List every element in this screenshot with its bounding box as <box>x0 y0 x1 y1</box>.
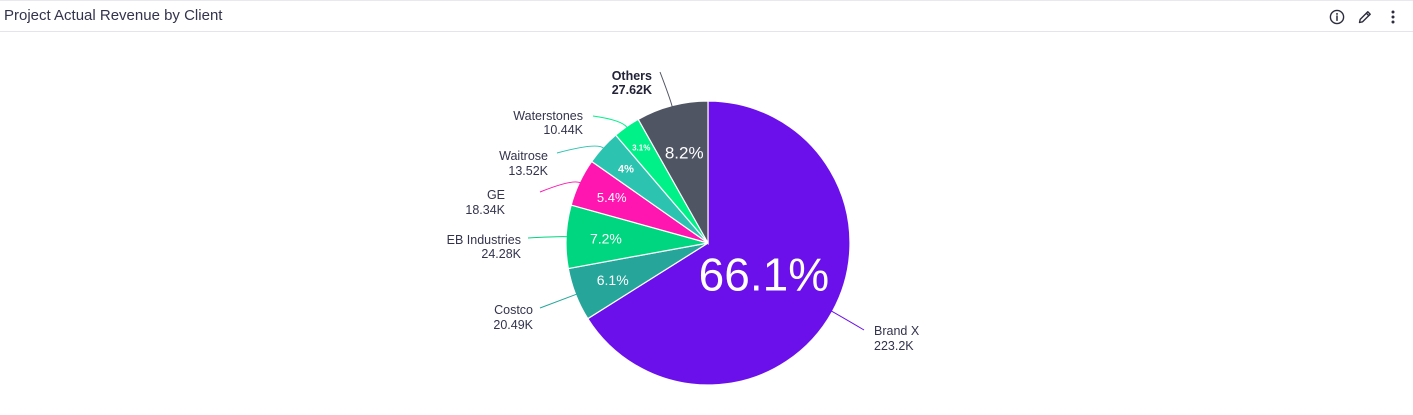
slice-value-others: 27.62K <box>612 83 652 97</box>
leader-line-others <box>659 71 673 107</box>
leader-line-costco <box>539 293 577 309</box>
leader-line-ge <box>539 181 581 193</box>
slice-name-ge: GE <box>487 188 505 202</box>
card-header: Project Actual Revenue by Client <box>0 0 1413 32</box>
leader-line-waitrose <box>556 145 604 154</box>
slice-name-waitrose: Waitrose <box>499 149 548 163</box>
slice-value-waterstones: 10.44K <box>543 123 583 137</box>
slice-value-waitrose: 13.52K <box>508 164 548 178</box>
slice-name-brand-x: Brand X <box>874 324 920 338</box>
pct-label-ge: 5.4% <box>597 190 627 205</box>
slice-name-eb-industries: EB Industries <box>447 233 521 247</box>
slice-name-costco: Costco <box>494 303 533 317</box>
header-actions <box>1319 7 1403 27</box>
pct-label-costco: 6.1% <box>597 272 629 288</box>
pct-label-brand-x: 66.1% <box>699 248 829 300</box>
pct-label-eb-industries: 7.2% <box>590 231 622 247</box>
more-vertical-icon[interactable] <box>1383 7 1403 27</box>
leader-line-brand-x <box>831 310 865 331</box>
slice-value-brand-x: 223.2K <box>874 339 914 353</box>
slice-name-others: Others <box>612 69 652 83</box>
pct-label-waitrose: 4% <box>618 164 634 176</box>
leader-line-eb-industries <box>527 236 568 239</box>
pencil-icon[interactable] <box>1355 7 1375 27</box>
leader-lines <box>527 71 865 331</box>
pct-label-waterstones: 3.1% <box>632 144 650 153</box>
slice-value-costco: 20.49K <box>493 318 533 332</box>
slice-value-eb-industries: 24.28K <box>481 247 521 261</box>
pie-slices <box>565 100 851 386</box>
slice-name-waterstones: Waterstones <box>513 109 583 123</box>
pct-label-others: 8.2% <box>665 144 704 163</box>
chart-title: Project Actual Revenue by Client <box>4 7 223 24</box>
slice-value-ge: 18.34K <box>465 203 505 217</box>
leader-line-waterstones <box>592 115 628 128</box>
info-icon[interactable] <box>1327 7 1347 27</box>
